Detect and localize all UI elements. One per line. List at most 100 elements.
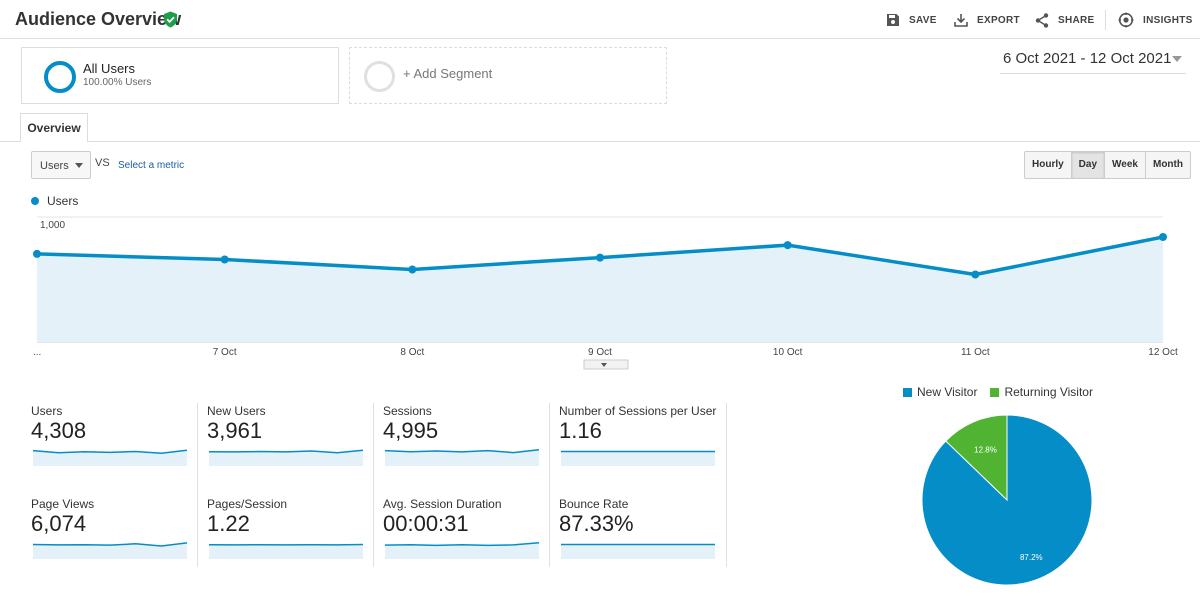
scorecard[interactable]: Number of Sessions per User 1.16 bbox=[559, 404, 735, 491]
scorecard[interactable]: Sessions 4,995 bbox=[383, 404, 559, 491]
legend-item-new-visitor: New Visitor bbox=[903, 385, 977, 399]
sparkline-area bbox=[561, 544, 715, 559]
header-divider bbox=[1105, 10, 1106, 30]
share-label: SHARE bbox=[1058, 14, 1095, 26]
users-data-point[interactable] bbox=[783, 241, 792, 250]
scorecard-label: New Users bbox=[207, 404, 266, 418]
month-button[interactable]: Month bbox=[1152, 159, 1183, 170]
scorecard-sparkline bbox=[385, 448, 539, 466]
chevron-down-icon bbox=[75, 163, 83, 168]
save-label: SAVE bbox=[909, 14, 937, 26]
users-data-point[interactable] bbox=[971, 270, 980, 279]
scorecard[interactable]: New Users 3,961 bbox=[207, 404, 383, 491]
save-icon bbox=[887, 14, 899, 26]
sparkline-line bbox=[385, 541, 539, 547]
tab-divider bbox=[0, 141, 1200, 142]
legend-item-returning-visitor: Returning Visitor bbox=[990, 385, 1093, 399]
day-button[interactable]: Day bbox=[1071, 152, 1106, 178]
scorecard-label: Page Views bbox=[31, 497, 95, 511]
scorecard-value: 00:00:31 bbox=[383, 511, 469, 536]
download-icon bbox=[954, 14, 968, 27]
sparkline-line bbox=[385, 448, 539, 454]
x-tick-label: ... bbox=[33, 347, 41, 358]
pie-slice-label: 12.8% bbox=[974, 445, 997, 454]
legend-swatch bbox=[903, 387, 912, 397]
scorecard-value: 4,308 bbox=[31, 418, 87, 443]
caret-down-icon bbox=[601, 363, 607, 367]
users-area bbox=[37, 237, 1163, 342]
date-range-underline bbox=[1000, 73, 1186, 74]
card-divider bbox=[373, 403, 374, 567]
sparkline-line bbox=[209, 449, 363, 454]
scorecard-sparkline bbox=[33, 449, 187, 466]
scorecard-sparkline bbox=[209, 449, 363, 466]
scorecard[interactable]: Avg. Session Duration 00:00:31 bbox=[383, 497, 559, 584]
select-metric-link[interactable]: Select a metric bbox=[118, 160, 185, 171]
insights-button[interactable]: INSIGHTS bbox=[1118, 12, 1193, 28]
legend-label: Returning Visitor bbox=[1004, 385, 1093, 399]
save-button[interactable]: SAVE bbox=[886, 12, 937, 28]
scorecard-sparkline bbox=[385, 541, 539, 559]
metric-dropdown[interactable]: Users bbox=[31, 151, 91, 179]
segment-all-users[interactable]: All Users 100.00% Users bbox=[21, 47, 339, 104]
scorecard-value: 6,074 bbox=[31, 511, 87, 536]
pie-legend: New Visitor Returning Visitor bbox=[903, 385, 1106, 399]
segment-name: All Users bbox=[83, 61, 136, 76]
legend-label-users: Users bbox=[47, 194, 79, 208]
tab-overview[interactable]: Overview bbox=[20, 113, 88, 142]
users-data-point[interactable] bbox=[220, 255, 229, 264]
scorecard-sparkline bbox=[33, 542, 187, 559]
chevron-down-icon[interactable] bbox=[1172, 56, 1182, 62]
y-tick-label: 1,000 bbox=[40, 220, 65, 231]
chart-collapse-tab[interactable] bbox=[583, 359, 629, 370]
users-data-point[interactable] bbox=[1159, 233, 1167, 241]
week-button[interactable]: Week bbox=[1105, 152, 1146, 178]
legend-swatch bbox=[990, 387, 1000, 397]
scorecard[interactable]: Users 4,308 bbox=[31, 404, 207, 491]
scorecard-sparkline bbox=[561, 543, 715, 559]
x-axis-labels: ... 7 Oct 8 Oct 9 Oct 10 Oct 11 Oct 12 Oct bbox=[33, 347, 1178, 358]
report-header: Audience Overview SAVE EXPORT SHARE bbox=[0, 0, 1200, 39]
users-data-point[interactable] bbox=[596, 253, 604, 262]
sparkline-area bbox=[209, 544, 363, 559]
share-button[interactable]: SHARE bbox=[1035, 12, 1095, 28]
scorecard-label: Pages/Session bbox=[207, 497, 288, 511]
scorecard-value: 3,961 bbox=[207, 418, 263, 443]
sparkline-area bbox=[385, 449, 539, 466]
users-data-point[interactable] bbox=[408, 265, 417, 274]
scorecard[interactable]: Pages/Session 1.22 bbox=[207, 497, 383, 584]
scorecard-value: 1.22 bbox=[207, 511, 250, 536]
metric-dropdown-value: Users bbox=[40, 160, 69, 172]
card-divider bbox=[549, 403, 550, 567]
scorecard-label: Number of Sessions per User bbox=[559, 404, 717, 418]
date-range-picker[interactable]: 6 Oct 2021 - 12 Oct 2021 bbox=[1003, 50, 1172, 67]
users-data-point[interactable] bbox=[33, 249, 41, 258]
sparkline-area bbox=[33, 542, 187, 559]
sparkline-area bbox=[209, 450, 363, 466]
export-button[interactable]: EXPORT bbox=[954, 12, 1020, 28]
x-tick-label: 7 Oct bbox=[213, 347, 237, 358]
sparkline-area bbox=[385, 542, 539, 559]
add-segment-button[interactable]: + Add Segment bbox=[349, 47, 667, 104]
scorecard-sparkline bbox=[561, 450, 715, 466]
scorecard-value: 4,995 bbox=[383, 418, 439, 443]
scorecard-label: Avg. Session Duration bbox=[383, 497, 502, 511]
scorecard-value: 1.16 bbox=[559, 418, 602, 443]
hourly-button[interactable]: Hourly bbox=[1025, 152, 1072, 178]
segment-ring-icon bbox=[44, 61, 76, 93]
pie-slice-label: 87.2% bbox=[1020, 553, 1043, 562]
page-title: Audience Overview bbox=[15, 9, 182, 29]
x-tick-label: 10 Oct bbox=[773, 347, 803, 358]
scorecard[interactable]: Page Views 6,074 bbox=[31, 497, 207, 584]
pie-slice-returning-visitor[interactable] bbox=[945, 414, 1008, 502]
card-divider bbox=[726, 403, 727, 567]
legend-label: New Visitor bbox=[917, 385, 978, 399]
scorecard-sparkline bbox=[209, 543, 363, 559]
vs-label: VS bbox=[95, 157, 110, 169]
visitor-pie-chart: 87.2% 12.8% bbox=[921, 414, 1093, 586]
share-icon bbox=[1035, 12, 1049, 28]
segment-percent: 100.00% Users bbox=[83, 77, 152, 88]
scorecard[interactable]: Bounce Rate 87.33% bbox=[559, 497, 735, 584]
scorecard-value: 87.33% bbox=[559, 511, 634, 536]
